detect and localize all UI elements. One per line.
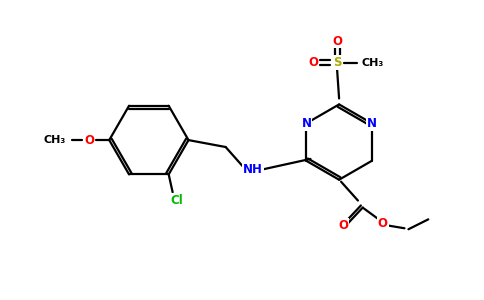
Text: O: O bbox=[308, 56, 318, 69]
Text: N: N bbox=[302, 117, 312, 130]
Text: O: O bbox=[378, 217, 388, 230]
Text: S: S bbox=[333, 56, 341, 69]
Text: O: O bbox=[338, 219, 348, 232]
Text: CH₃: CH₃ bbox=[362, 58, 384, 68]
Text: O: O bbox=[332, 34, 342, 47]
Text: O: O bbox=[84, 134, 94, 147]
Text: CH₃: CH₃ bbox=[44, 135, 66, 145]
Text: NH: NH bbox=[243, 163, 263, 176]
Text: N: N bbox=[367, 117, 377, 130]
Text: Cl: Cl bbox=[170, 194, 183, 207]
